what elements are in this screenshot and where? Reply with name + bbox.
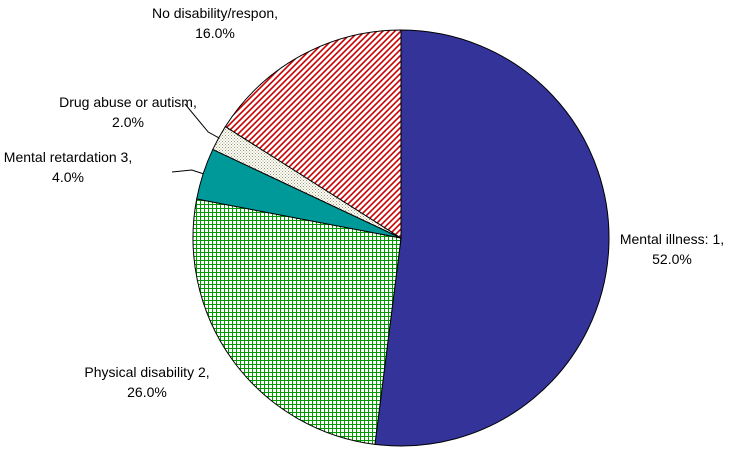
pie-slice — [374, 29, 610, 447]
slice-value-label: 16.0% — [195, 25, 235, 41]
slice-value-label: 26.0% — [127, 384, 167, 400]
slice-value-label: 2.0% — [112, 114, 144, 130]
slice-label: Mental retardation 3, — [4, 149, 132, 165]
slice-label: Drug abuse or autism, — [59, 94, 197, 110]
slice-value-label: 52.0% — [652, 251, 692, 267]
pie-slice — [192, 198, 402, 445]
leader-line — [171, 169, 204, 175]
slice-label: No disability/respon, — [152, 5, 278, 21]
slice-label: Mental illness: 1, — [620, 231, 724, 247]
slice-label: Physical disability 2, — [84, 364, 209, 380]
leader-line — [184, 103, 219, 139]
pie-slice — [224, 29, 402, 239]
slice-value-label: 4.0% — [52, 169, 84, 185]
